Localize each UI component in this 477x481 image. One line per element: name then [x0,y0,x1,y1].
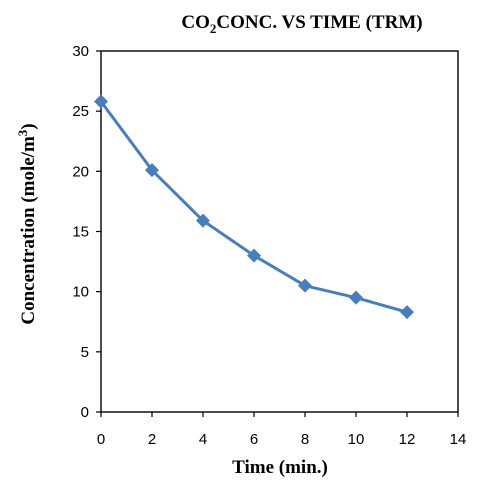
axis-ticks: 0 5 10 15 20 25 30 0 2 4 6 8 10 12 14 [72,43,466,448]
chart-title: CO2CONC. VS TIME (TRM) [181,12,422,36]
x-tick-label: 10 [348,431,365,448]
y-tick-label: 25 [72,103,89,120]
data-point-marker [298,278,312,293]
y-tick-label: 10 [72,284,89,301]
data-point-marker [196,213,210,228]
data-point-marker [145,163,159,178]
plot-area [100,50,459,413]
y-tick-label: 15 [72,224,89,241]
y-tick-label: 20 [72,163,89,180]
x-tick-label: 4 [199,431,207,448]
data-point-marker [247,248,261,263]
series-line [99,100,408,314]
x-axis-title: Time (min.) [232,457,328,478]
x-tick-label: 14 [450,431,467,448]
y-axis-title: Concentration (mole/m3) [15,123,39,324]
y-tick-label: 0 [81,404,89,421]
data-point-marker [94,94,108,109]
x-tick-label: 12 [399,431,416,448]
x-tick-label: 0 [97,431,105,448]
data-point-marker [349,290,363,305]
data-series [94,94,414,320]
data-point-marker [400,305,414,320]
y-tick-label: 5 [81,344,89,361]
x-tick-label: 8 [301,431,309,448]
x-tick-label: 2 [148,431,156,448]
x-tick-label: 6 [250,431,258,448]
y-tick-label: 30 [72,43,89,60]
